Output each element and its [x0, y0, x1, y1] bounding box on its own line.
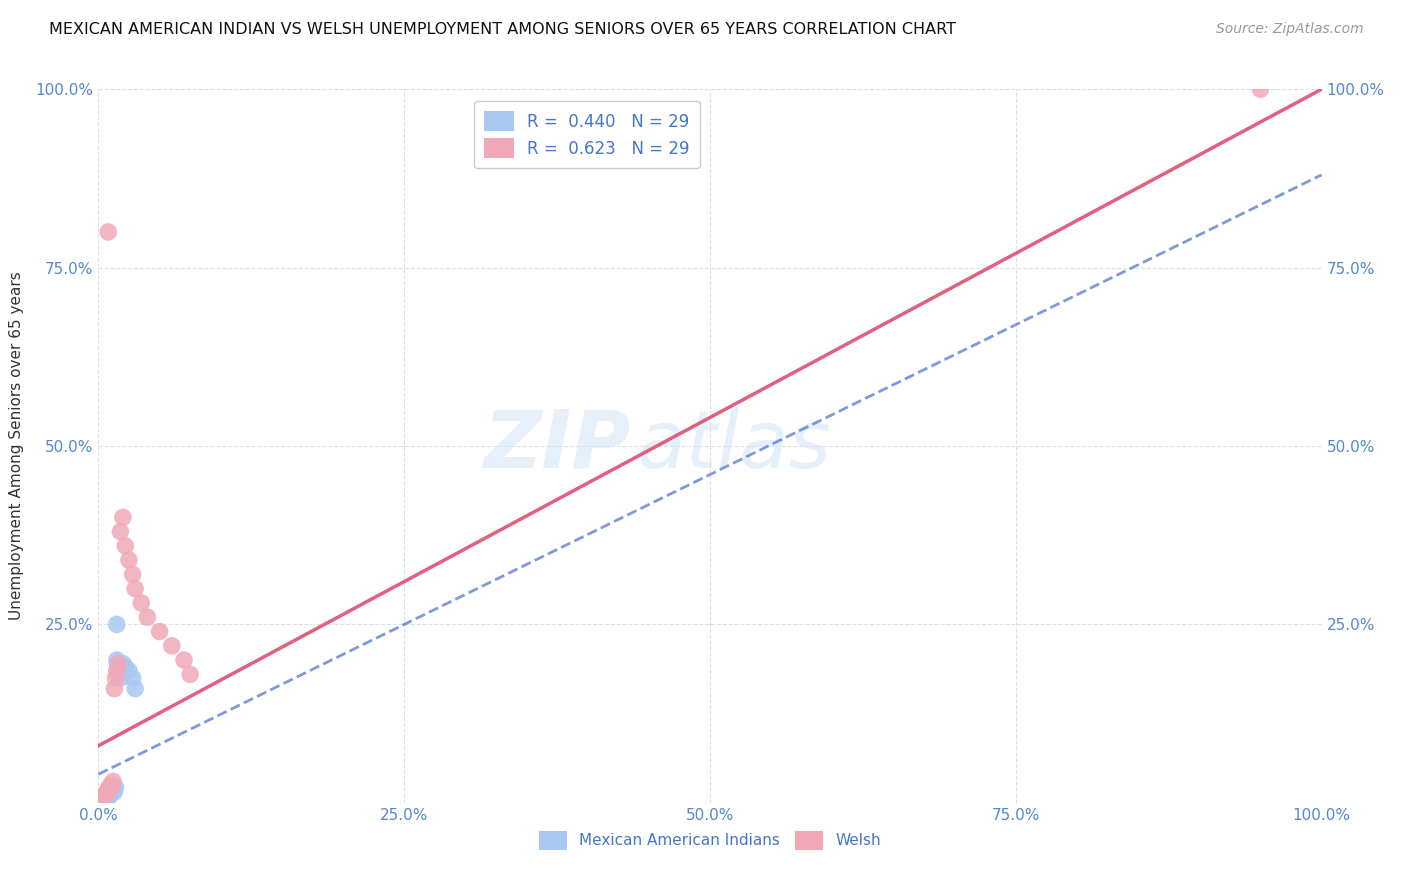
Point: [97, 225, 120, 239]
Point: [98, 789, 121, 803]
Point: [90, 794, 112, 808]
Point: [97, 790, 120, 805]
Point: [98, 783, 121, 797]
Point: [105, 653, 128, 667]
Point: [94, 787, 117, 801]
Point: [91, 791, 114, 805]
Point: [104, 780, 127, 794]
Point: [173, 653, 195, 667]
Legend: Mexican American Indians, Welsh: Mexican American Indians, Welsh: [533, 825, 887, 855]
Text: ZIP: ZIP: [484, 407, 630, 485]
Point: [1249, 82, 1271, 96]
Point: [94, 789, 117, 803]
Point: [91, 792, 114, 806]
Point: [124, 681, 146, 696]
Point: [107, 657, 129, 671]
Point: [101, 774, 124, 789]
Point: [100, 778, 122, 792]
Point: [110, 524, 132, 539]
Text: MEXICAN AMERICAN INDIAN VS WELSH UNEMPLOYMENT AMONG SENIORS OVER 65 YEARS CORREL: MEXICAN AMERICAN INDIAN VS WELSH UNEMPLO…: [49, 22, 956, 37]
Point: [97, 787, 120, 801]
Text: atlas: atlas: [637, 407, 831, 485]
Point: [104, 671, 127, 685]
Point: [91, 793, 114, 807]
Point: [93, 790, 115, 805]
Point: [90, 794, 112, 808]
Point: [105, 617, 128, 632]
Point: [136, 610, 159, 624]
Point: [160, 639, 183, 653]
Point: [101, 783, 124, 797]
Point: [91, 794, 114, 808]
Point: [129, 596, 152, 610]
Point: [114, 660, 136, 674]
Point: [111, 657, 134, 671]
Point: [91, 792, 114, 806]
Point: [101, 781, 124, 796]
Point: [149, 624, 172, 639]
Point: [105, 664, 128, 678]
Text: Source: ZipAtlas.com: Source: ZipAtlas.com: [1216, 22, 1364, 37]
Point: [114, 539, 136, 553]
Point: [121, 567, 143, 582]
Point: [100, 785, 122, 799]
Point: [124, 582, 146, 596]
Point: [93, 792, 115, 806]
Point: [94, 790, 117, 805]
Point: [118, 664, 141, 678]
Point: [96, 791, 118, 805]
Y-axis label: Unemployment Among Seniors over 65 years: Unemployment Among Seniors over 65 years: [10, 272, 24, 620]
Point: [121, 671, 143, 685]
Point: [96, 785, 118, 799]
Point: [93, 789, 115, 803]
Point: [101, 780, 124, 794]
Point: [111, 510, 134, 524]
Point: [110, 671, 132, 685]
Point: [179, 667, 201, 681]
Point: [103, 681, 125, 696]
Point: [118, 553, 141, 567]
Point: [103, 785, 125, 799]
Point: [97, 781, 120, 796]
Point: [100, 787, 122, 801]
Point: [96, 789, 118, 804]
Point: [91, 790, 114, 805]
Point: [107, 664, 129, 678]
